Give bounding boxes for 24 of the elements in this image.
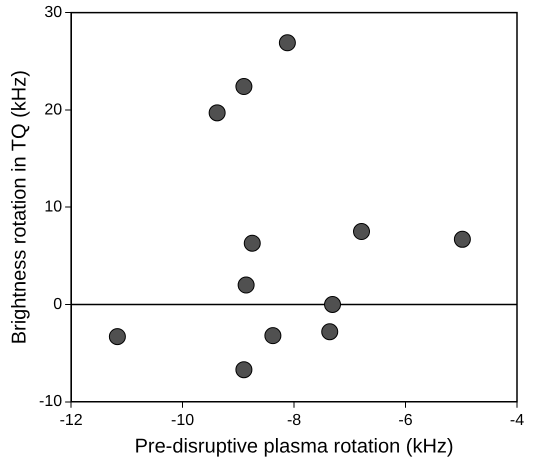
point: [235, 361, 252, 378]
point: [324, 296, 342, 313]
point: [108, 328, 126, 346]
y-tick-label: 20: [44, 101, 62, 118]
point: [454, 230, 471, 248]
point: [278, 34, 296, 52]
point: [238, 276, 255, 294]
x-axis-title: Pre-disruptive plasma rotation (kHz): [134, 436, 454, 458]
point: [244, 234, 261, 252]
x-tick-label: -10: [171, 412, 194, 429]
y-tick-label: 0: [53, 296, 62, 313]
point: [208, 104, 226, 122]
y-axis-title: Brightness rotation in TQ (kHz): [8, 70, 31, 344]
x-tick-label: -12: [60, 412, 83, 429]
point: [264, 327, 282, 344]
point: [353, 223, 370, 240]
y-tick-label: 30: [44, 4, 62, 22]
point: [235, 78, 252, 96]
y-tick-label: 10: [44, 198, 62, 216]
x-tick-label: -4: [510, 412, 524, 429]
x-tick-label: -6: [398, 412, 413, 429]
y-tick-label: -10: [39, 393, 62, 410]
x-tick-label: -8: [286, 412, 302, 429]
point: [321, 323, 338, 340]
